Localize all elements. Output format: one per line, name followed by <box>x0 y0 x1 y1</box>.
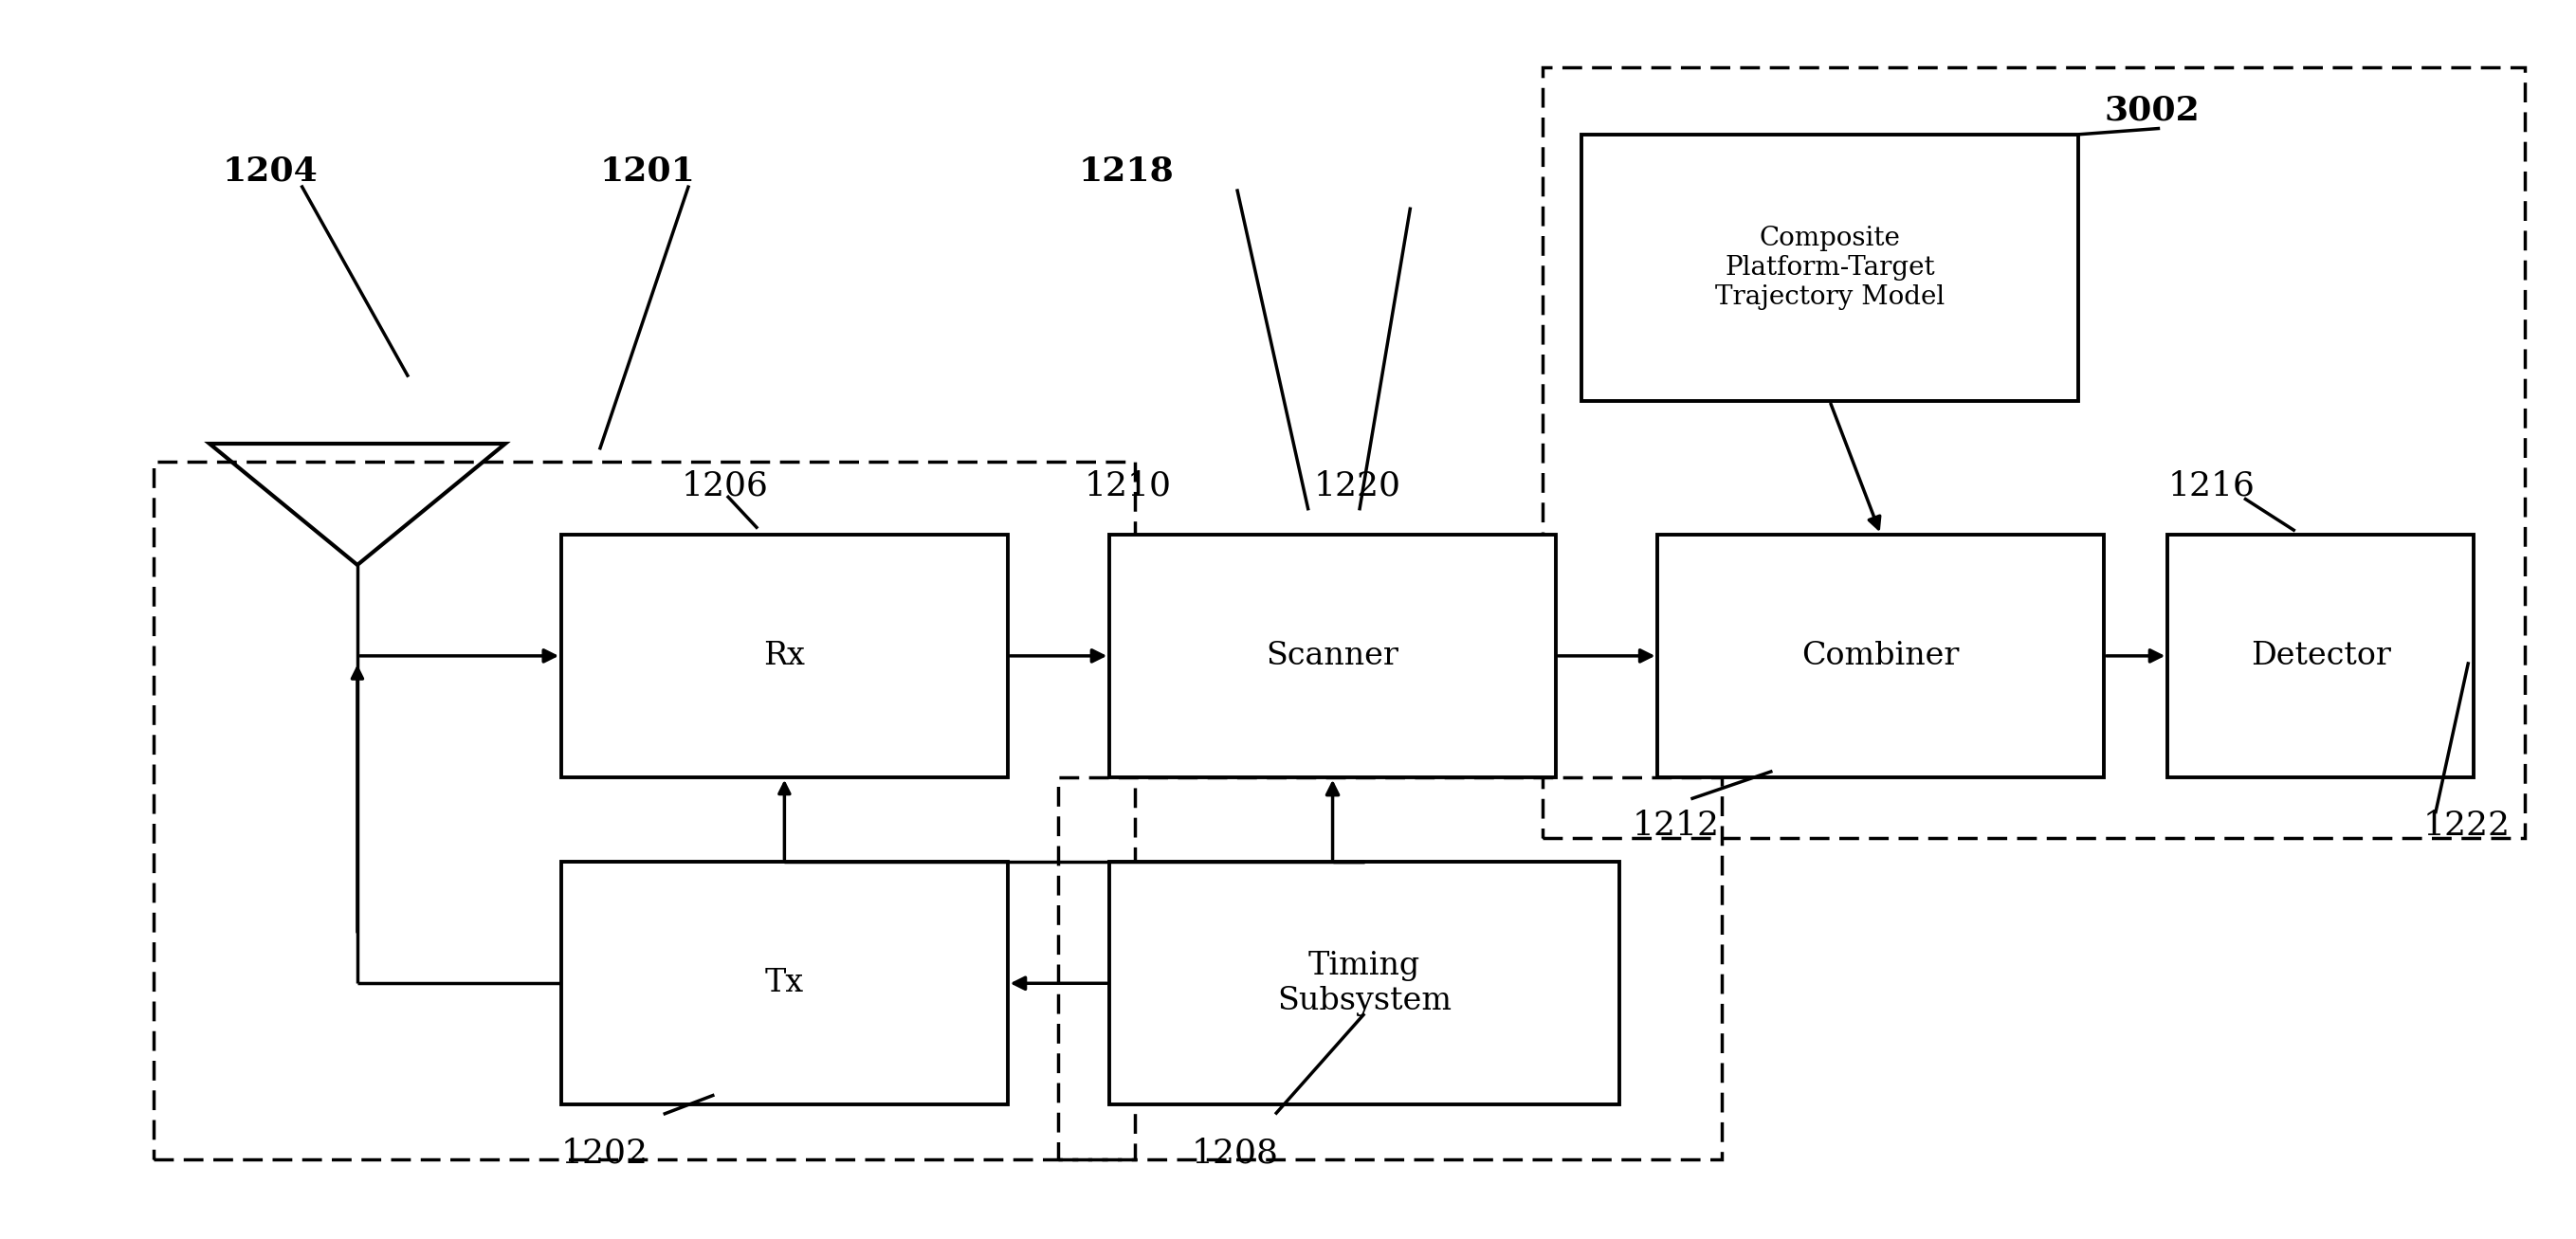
Text: Detector: Detector <box>2251 641 2391 672</box>
Text: 1204: 1204 <box>222 155 317 187</box>
Bar <box>1659 534 2105 777</box>
Text: Rx: Rx <box>762 641 806 672</box>
Text: 1222: 1222 <box>2421 809 2509 841</box>
Bar <box>562 862 1007 1104</box>
Text: 1202: 1202 <box>562 1137 649 1170</box>
Text: 3002: 3002 <box>2105 94 2200 126</box>
Bar <box>155 462 1136 1160</box>
Bar <box>1543 68 2524 838</box>
Text: 1208: 1208 <box>1190 1137 1278 1170</box>
Bar <box>1110 862 1620 1104</box>
Text: Tx: Tx <box>765 968 804 999</box>
Bar <box>1059 777 1721 1160</box>
Text: 1206: 1206 <box>680 470 768 502</box>
Text: Scanner: Scanner <box>1267 641 1399 672</box>
Text: 1201: 1201 <box>600 155 696 187</box>
Text: 1218: 1218 <box>1079 155 1175 187</box>
Text: Composite
Platform-Target
Trajectory Model: Composite Platform-Target Trajectory Mod… <box>1716 225 1945 310</box>
Bar <box>1110 534 1556 777</box>
Text: 1212: 1212 <box>1633 809 1718 841</box>
Text: Timing
Subsystem: Timing Subsystem <box>1278 950 1453 1016</box>
Bar <box>1582 135 2079 401</box>
Bar <box>2166 534 2473 777</box>
Text: 1220: 1220 <box>1314 470 1401 502</box>
Text: 1210: 1210 <box>1084 470 1172 502</box>
Text: Combiner: Combiner <box>1803 641 1960 672</box>
Text: 1216: 1216 <box>2166 470 2254 502</box>
Bar <box>562 534 1007 777</box>
